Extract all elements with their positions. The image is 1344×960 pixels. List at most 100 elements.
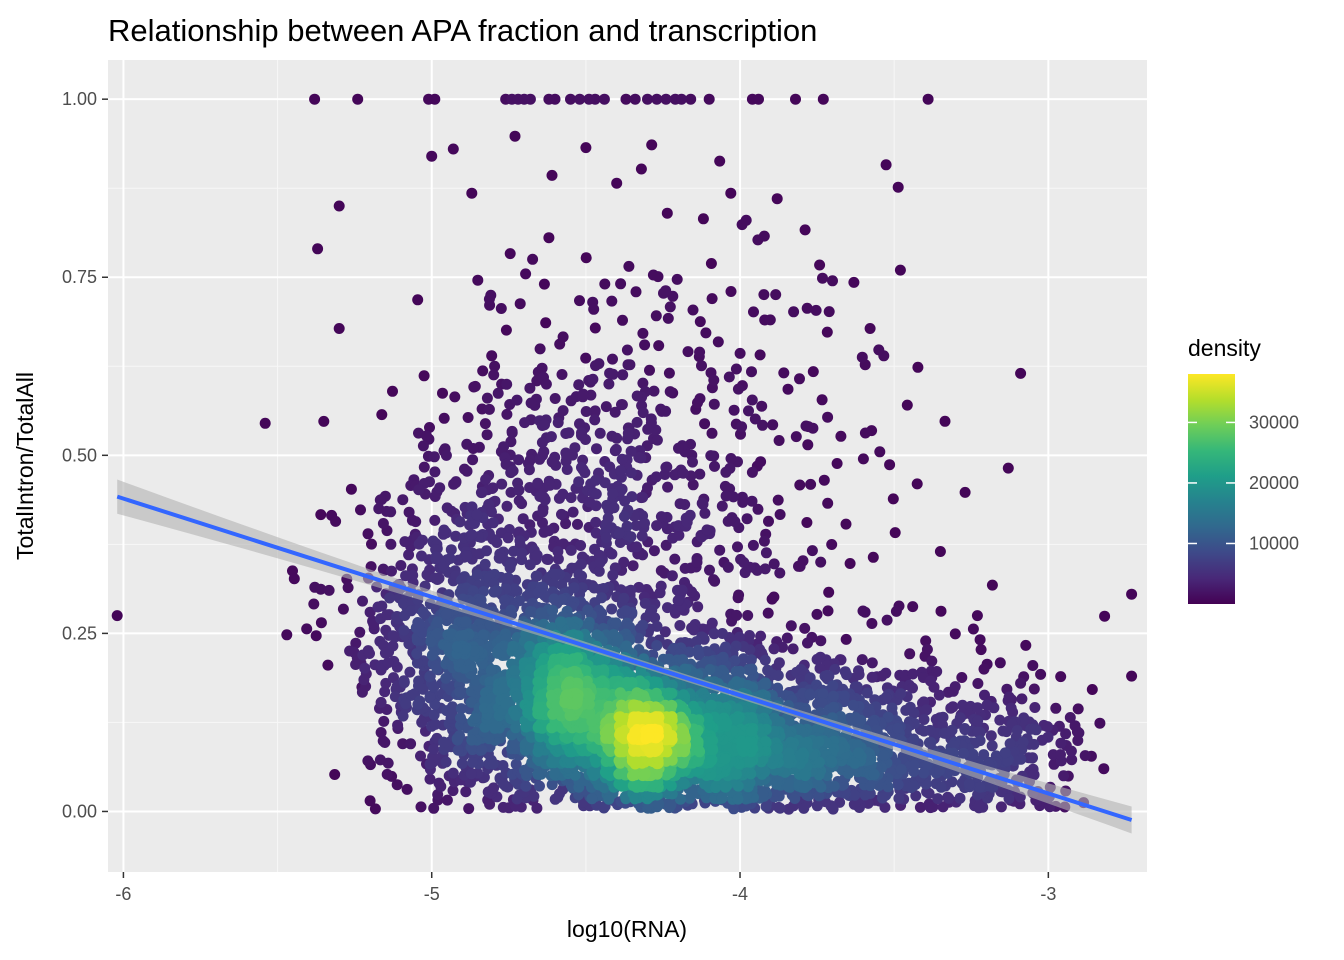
data-point bbox=[985, 730, 997, 742]
data-point bbox=[697, 213, 709, 225]
data-point bbox=[589, 322, 601, 334]
data-point bbox=[607, 569, 619, 581]
data-point bbox=[752, 234, 764, 246]
data-point bbox=[569, 442, 581, 454]
data-point bbox=[428, 802, 440, 814]
data-point bbox=[511, 793, 523, 805]
data-point bbox=[309, 93, 321, 105]
data-point bbox=[418, 461, 430, 473]
data-point bbox=[397, 738, 409, 750]
data-point bbox=[804, 672, 816, 684]
data-point bbox=[387, 630, 399, 642]
data-point bbox=[405, 605, 417, 617]
data-point bbox=[543, 232, 555, 244]
data-point bbox=[617, 314, 628, 326]
data-point bbox=[492, 647, 504, 659]
data-point bbox=[737, 737, 749, 749]
data-point bbox=[827, 680, 839, 692]
data-point bbox=[428, 681, 440, 693]
data-point bbox=[366, 538, 377, 550]
data-point bbox=[794, 479, 806, 491]
data-point bbox=[565, 757, 577, 769]
data-point bbox=[857, 605, 869, 617]
data-point bbox=[924, 675, 936, 687]
data-point bbox=[455, 703, 467, 715]
data-point bbox=[774, 509, 786, 520]
data-point bbox=[828, 690, 839, 702]
data-point bbox=[817, 688, 829, 700]
data-point bbox=[719, 753, 731, 765]
data-point bbox=[625, 467, 637, 479]
data-point bbox=[794, 560, 806, 572]
data-point bbox=[721, 717, 732, 729]
data-point bbox=[939, 415, 951, 427]
data-point bbox=[639, 597, 651, 609]
data-point bbox=[816, 697, 828, 709]
data-point bbox=[618, 556, 630, 568]
data-point bbox=[935, 605, 947, 617]
data-point bbox=[629, 93, 641, 105]
data-point bbox=[461, 550, 473, 562]
data-point bbox=[536, 755, 548, 766]
data-point bbox=[532, 722, 544, 734]
data-point bbox=[694, 316, 706, 328]
data-point bbox=[310, 630, 322, 642]
data-point bbox=[508, 545, 520, 557]
data-point bbox=[1035, 668, 1047, 680]
data-point bbox=[811, 608, 823, 620]
data-point bbox=[556, 369, 568, 380]
data-point bbox=[466, 501, 478, 513]
data-point bbox=[716, 792, 728, 804]
data-point bbox=[958, 747, 970, 759]
data-point bbox=[740, 214, 752, 226]
data-point bbox=[558, 538, 569, 550]
data-point bbox=[693, 745, 705, 757]
data-point bbox=[389, 691, 401, 703]
data-point bbox=[994, 657, 1006, 669]
data-point bbox=[449, 391, 461, 403]
data-point bbox=[1001, 726, 1012, 738]
data-point bbox=[720, 466, 732, 478]
data-point bbox=[479, 558, 491, 570]
data-point bbox=[618, 511, 630, 522]
data-point bbox=[523, 464, 535, 476]
data-point bbox=[556, 594, 568, 605]
data-point bbox=[771, 743, 783, 755]
data-point bbox=[414, 618, 426, 630]
data-point bbox=[421, 430, 432, 442]
data-point bbox=[849, 757, 861, 769]
data-point bbox=[312, 243, 324, 255]
data-point bbox=[513, 495, 525, 507]
data-point bbox=[676, 584, 688, 596]
data-point bbox=[920, 704, 932, 716]
data-point bbox=[1086, 684, 1098, 695]
data-point bbox=[501, 378, 513, 390]
data-point bbox=[866, 657, 878, 669]
data-point bbox=[518, 93, 530, 105]
data-point bbox=[447, 767, 459, 779]
data-point bbox=[546, 456, 558, 468]
data-point bbox=[794, 373, 805, 385]
data-point bbox=[693, 649, 705, 661]
data-point bbox=[868, 769, 880, 780]
data-point bbox=[492, 387, 504, 399]
data-point bbox=[974, 781, 986, 793]
data-point bbox=[838, 690, 850, 702]
data-point bbox=[798, 802, 810, 814]
data-point bbox=[600, 401, 612, 413]
data-point bbox=[593, 565, 605, 577]
data-point bbox=[716, 628, 728, 639]
data-point bbox=[576, 754, 588, 766]
data-point bbox=[827, 803, 839, 815]
data-point bbox=[653, 340, 665, 352]
data-point bbox=[904, 701, 916, 713]
data-point bbox=[762, 607, 774, 619]
data-point bbox=[756, 400, 768, 412]
data-point bbox=[666, 570, 678, 582]
data-point bbox=[1099, 610, 1111, 622]
data-point bbox=[684, 509, 696, 521]
data-point bbox=[527, 253, 539, 265]
data-point bbox=[694, 393, 706, 405]
data-point bbox=[440, 756, 452, 768]
